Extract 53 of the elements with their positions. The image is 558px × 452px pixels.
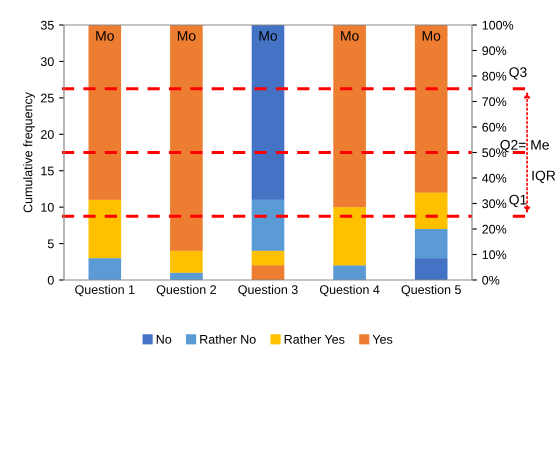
y-tick-label: 0 [48, 276, 54, 285]
bar [252, 265, 284, 280]
y-tick-label: 20 [41, 130, 54, 139]
annotation: Mo [96, 31, 114, 41]
bar [414, 229, 448, 258]
y2-tick-label: 80% [482, 72, 506, 81]
bar [252, 200, 284, 251]
bar [170, 25, 203, 251]
y-tick-label: 10 [41, 202, 54, 212]
legend-label: Rather No [200, 334, 256, 344]
y-tick-label: 25 [41, 94, 54, 103]
bar [414, 192, 448, 229]
y2-tick-label: 30% [482, 199, 506, 208]
bar [88, 258, 122, 280]
y2-tick-label: 10% [482, 250, 506, 260]
annotation: Mo [259, 31, 278, 41]
text: IQR [532, 170, 556, 183]
x-tick-label: Question 3 [238, 284, 298, 296]
bar [88, 200, 122, 258]
bar [88, 25, 122, 200]
y-tick-label: 30 [40, 57, 54, 66]
ref-line-label: Q3 [509, 67, 527, 80]
bar [414, 25, 448, 193]
bar [252, 250, 284, 266]
y2-tick-label: 70% [482, 97, 506, 106]
x-tick-label: Question 4 [320, 284, 380, 296]
y-tick-label: 15 [41, 166, 54, 176]
bar [333, 265, 366, 280]
legend-label: Yes [372, 335, 392, 344]
ref-line-label: Q1 [509, 194, 527, 208]
y-tick-label: 5 [48, 240, 54, 248]
annotation: Mo [422, 31, 440, 41]
y-axis-title: Cumulative frequency [23, 92, 35, 212]
y2-tick-label: 0% [482, 276, 500, 285]
y2-tick-label: 60% [482, 122, 506, 132]
y2-tick-label: 20% [482, 224, 506, 234]
annotation: Mo [341, 31, 359, 41]
annotation: Mo [178, 31, 196, 41]
x-tick-label: Question 1 [75, 284, 134, 296]
bar [333, 207, 366, 266]
bar [252, 25, 284, 200]
y-tick-label: 35 [40, 20, 54, 30]
y2-tick-label: 90% [482, 46, 506, 56]
legend-label: No [156, 335, 172, 344]
bar [170, 272, 203, 280]
bar [333, 25, 366, 208]
x-tick-label: Question 2 [156, 284, 216, 296]
x-tick-label: Question 5 [402, 284, 461, 296]
y2-tick-label: 100% [482, 20, 514, 30]
legend-label: Rather Yes [284, 334, 344, 344]
y2-tick-label: 40% [482, 174, 506, 183]
bar [170, 250, 203, 273]
bar [414, 258, 448, 280]
